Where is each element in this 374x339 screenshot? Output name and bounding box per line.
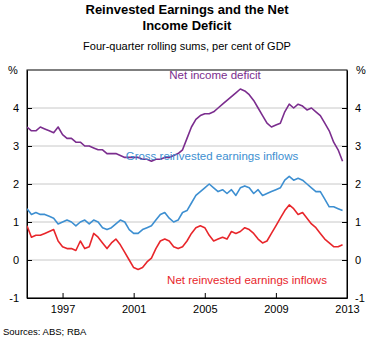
tick-label: 2: [355, 178, 361, 190]
tick-label: 0: [13, 254, 19, 266]
tick-label: 2005: [193, 303, 217, 315]
tick: 1: [13, 216, 32, 228]
series-label: Gross reinvested earnings inflows: [126, 150, 299, 162]
tick-mark: [342, 184, 347, 185]
tick-mark: [27, 222, 32, 223]
tick-label: 4: [355, 102, 361, 114]
tick-label: -1: [9, 292, 19, 304]
tick-label: 0: [355, 254, 361, 266]
tick: 4: [342, 102, 361, 114]
tick: 3: [342, 140, 361, 152]
chart: Reinvested Earnings and the NetIncome De…: [0, 0, 374, 339]
tick-label: 3: [13, 140, 19, 152]
tick-label: 1: [355, 216, 361, 228]
tick-label: 2: [13, 178, 19, 190]
tick: 2009: [264, 293, 288, 315]
tick: 2: [13, 178, 32, 190]
tick: 2001: [122, 293, 146, 315]
tick-label: 2013: [335, 303, 359, 315]
tick: 1: [342, 216, 361, 228]
axis-unit: %: [8, 64, 18, 76]
source: Sources: ABS; RBA: [3, 326, 87, 337]
tick-mark: [27, 146, 32, 147]
tick: 3: [13, 140, 32, 152]
tick-mark: [205, 293, 206, 298]
lines: [27, 89, 343, 270]
title: Reinvested Earnings and the NetIncome De…: [86, 2, 290, 33]
tick-label: 4: [13, 102, 19, 114]
grid-line: [27, 108, 347, 109]
tick: 4: [13, 102, 32, 114]
tick: 1997: [51, 293, 75, 315]
tick-mark: [27, 260, 32, 261]
series-line: [27, 89, 343, 161]
series-line: [27, 176, 343, 233]
subtitle: Four-quarter rolling sums, per cent of G…: [83, 40, 291, 52]
tick-mark: [342, 222, 347, 223]
grid-line: [27, 260, 347, 261]
title-line: Reinvested Earnings and the Net: [86, 2, 290, 17]
series-line: [27, 205, 343, 270]
plot-frame: [27, 70, 347, 298]
axis: -101234: [342, 71, 365, 305]
series-label: Net income deficit: [169, 69, 261, 81]
title-line: Income Deficit: [143, 18, 233, 33]
tick-label: 2001: [122, 303, 146, 315]
tick-mark: [342, 146, 347, 147]
tick-mark: [276, 293, 277, 298]
tick: 0: [13, 254, 32, 266]
tick-mark: [63, 293, 64, 298]
tick-label: 3: [355, 140, 361, 152]
tick: 0: [342, 254, 361, 266]
tick-mark: [342, 108, 347, 109]
tick: 2: [342, 178, 361, 190]
tick-label: 1997: [51, 303, 75, 315]
tick: 2005: [193, 293, 217, 315]
tick-mark: [134, 293, 135, 298]
axis: -1 0 1 2 3 4: [9, 71, 32, 305]
axis: 1997 2001 2005 2009 2013: [28, 293, 360, 315]
axis-unit: %: [356, 64, 366, 76]
series-label: Net reinvested earnings inflows: [167, 274, 327, 286]
grid-line: [27, 184, 347, 185]
tick-label: 2009: [264, 303, 288, 315]
tick-mark: [27, 184, 32, 185]
grid-line: [27, 146, 347, 147]
tick-mark: [342, 260, 347, 261]
tick-mark: [27, 108, 32, 109]
tick-label: 1: [13, 216, 19, 228]
grid-line: [27, 222, 347, 223]
